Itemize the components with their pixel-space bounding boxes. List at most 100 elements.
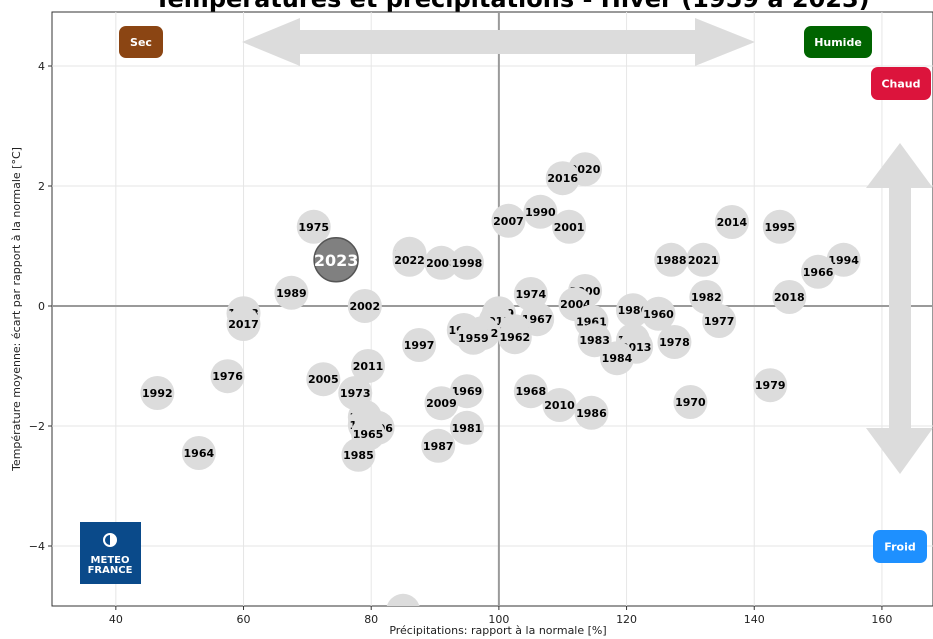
year-label: 2001 [554, 221, 585, 234]
year-point: 1988 [654, 242, 689, 277]
year-point: 2005 [306, 362, 341, 397]
year-point: 2011 [351, 349, 386, 383]
badge-cold: Froid [873, 530, 927, 563]
year-marker [714, 205, 749, 239]
year-marker [513, 374, 548, 409]
year-label: 2017 [228, 318, 259, 331]
horizontal-double-arrow [242, 18, 755, 66]
x-tick-label: 60 [237, 613, 251, 626]
y-tick-label: 2 [38, 180, 45, 193]
year-label: 1980 [618, 304, 649, 317]
year-point: 1975 [296, 209, 331, 244]
year-label: 1994 [828, 254, 859, 267]
x-tick-label: 140 [744, 613, 765, 626]
year-marker [351, 349, 386, 383]
badge-wet: Humide [804, 26, 872, 58]
year-marker [657, 325, 692, 359]
year-label: 1981 [452, 422, 483, 435]
badge-background [119, 26, 163, 58]
year-marker [497, 320, 532, 355]
year-marker [449, 245, 484, 280]
year-marker [673, 385, 708, 419]
year-label: 1970 [675, 396, 706, 409]
badge-background [873, 530, 927, 563]
year-marker [491, 203, 526, 238]
year-point: 1995 [762, 209, 797, 244]
year-label: 1974 [515, 288, 546, 301]
year-marker [181, 436, 216, 470]
year-marker [296, 209, 331, 244]
year-point: 1970 [673, 385, 708, 419]
year-label: 1977 [704, 315, 735, 328]
year-label: 1983 [579, 334, 610, 347]
meteo-france-logo: METEO FRANCE [80, 522, 141, 584]
badge-label: Chaud [881, 78, 920, 91]
year-marker [421, 428, 456, 463]
year-label: 2009 [426, 397, 457, 410]
y-tick-label: −2 [29, 420, 45, 433]
year-label: 1968 [515, 385, 546, 398]
year-marker [615, 293, 650, 328]
highlight-marker [313, 237, 359, 283]
badge-label: Froid [884, 541, 915, 554]
y-axis-ticks: −4 −2 0 2 4 [29, 60, 52, 553]
year-marker [686, 242, 721, 277]
year-marker [456, 320, 491, 355]
year-point: 1979 [753, 368, 788, 403]
badge-background [871, 67, 931, 100]
year-label: 2022 [394, 254, 425, 267]
year-point: 1984 [599, 341, 634, 376]
quadrant-badges: Sec Humide Chaud Froid [119, 26, 931, 563]
badge-label: Humide [814, 36, 862, 49]
year-marker [226, 307, 261, 341]
badge-background [804, 26, 872, 58]
year-point: 1962 [497, 320, 532, 355]
year-marker [347, 289, 382, 323]
badge-dry: Sec [119, 26, 163, 58]
year-marker [574, 395, 609, 430]
direction-arrows [242, 18, 933, 474]
x-tick-label: 80 [364, 613, 378, 626]
year-point: 1960 [641, 296, 676, 331]
year-label: 2011 [353, 360, 384, 373]
badge-hot: Chaud [871, 67, 931, 100]
year-label: 2014 [717, 216, 748, 229]
year-point: 2001 [552, 209, 587, 244]
year-marker [140, 376, 175, 410]
year-point: 2010 [542, 388, 577, 422]
year-marker [552, 209, 587, 244]
year-point: 1968 [513, 374, 548, 409]
year-label: 1989 [276, 287, 307, 300]
year-marker [762, 209, 797, 244]
year-point: 1989 [274, 275, 309, 310]
year-point: 2007 [491, 203, 526, 238]
year-label: 2010 [544, 399, 575, 412]
y-tick-label: 0 [38, 300, 45, 313]
year-label: 1992 [142, 387, 173, 400]
y-axis-label: Température moyenne: écart par rapport à… [10, 147, 23, 472]
year-point: 1985 [341, 437, 376, 472]
year-marker [826, 242, 861, 277]
year-label: 2016 [547, 172, 578, 185]
badge-label: Sec [130, 36, 152, 49]
year-label: 1986 [576, 407, 607, 420]
year-point: 1987 [421, 428, 456, 463]
year-label: 1990 [525, 206, 556, 219]
year-label: 1998 [452, 257, 483, 270]
year-label: 1966 [803, 266, 834, 279]
year-point: 1969 [449, 374, 484, 409]
x-tick-label: 100 [488, 613, 509, 626]
year-marker [449, 374, 484, 409]
year-label: 1976 [212, 370, 243, 383]
year-marker [386, 593, 420, 606]
year-marker [341, 437, 376, 472]
year-marker [641, 296, 676, 331]
year-label: 1985 [343, 449, 374, 462]
vertical-double-arrow [866, 143, 933, 474]
data-points: 2020201619902007200119752014199520192022… [140, 152, 861, 606]
year-point: 1997 [402, 328, 437, 362]
x-tick-label: 160 [871, 613, 892, 626]
year-point: 1981 [449, 410, 484, 445]
year-point: 2021 [686, 242, 721, 277]
year-point: 1959 [456, 320, 491, 355]
